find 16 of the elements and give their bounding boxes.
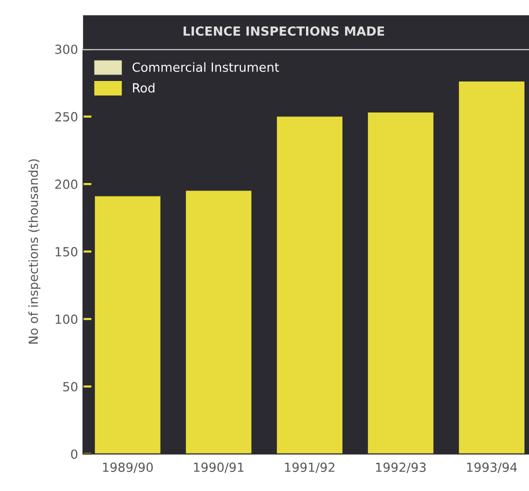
- x-tick-label: 1990/91: [194, 462, 244, 473]
- legend-label: Commercial Instrument: [132, 62, 280, 72]
- x-tick-label: 1993/94: [467, 462, 517, 473]
- y-tick-label: 150: [56, 247, 78, 256]
- y-tick-label: 300: [55, 44, 78, 54]
- y-tick-label: 50: [63, 382, 78, 392]
- legend-label: Rod: [133, 82, 154, 93]
- y-tick-label: 0: [71, 449, 78, 459]
- y-axis-title: No of inspections (thousands): [28, 159, 40, 344]
- x-tick-label: 1992/93: [376, 462, 426, 473]
- y-tick-label: 250: [55, 112, 78, 122]
- y-tick-label: 200: [55, 180, 78, 189]
- y-tick-label: 100: [56, 314, 78, 324]
- chart-title: LICENCE INSPECTIONS MADE: [184, 26, 384, 36]
- x-tick-label: 1989/90: [103, 462, 153, 473]
- x-tick-label: 1991/92: [285, 462, 334, 473]
